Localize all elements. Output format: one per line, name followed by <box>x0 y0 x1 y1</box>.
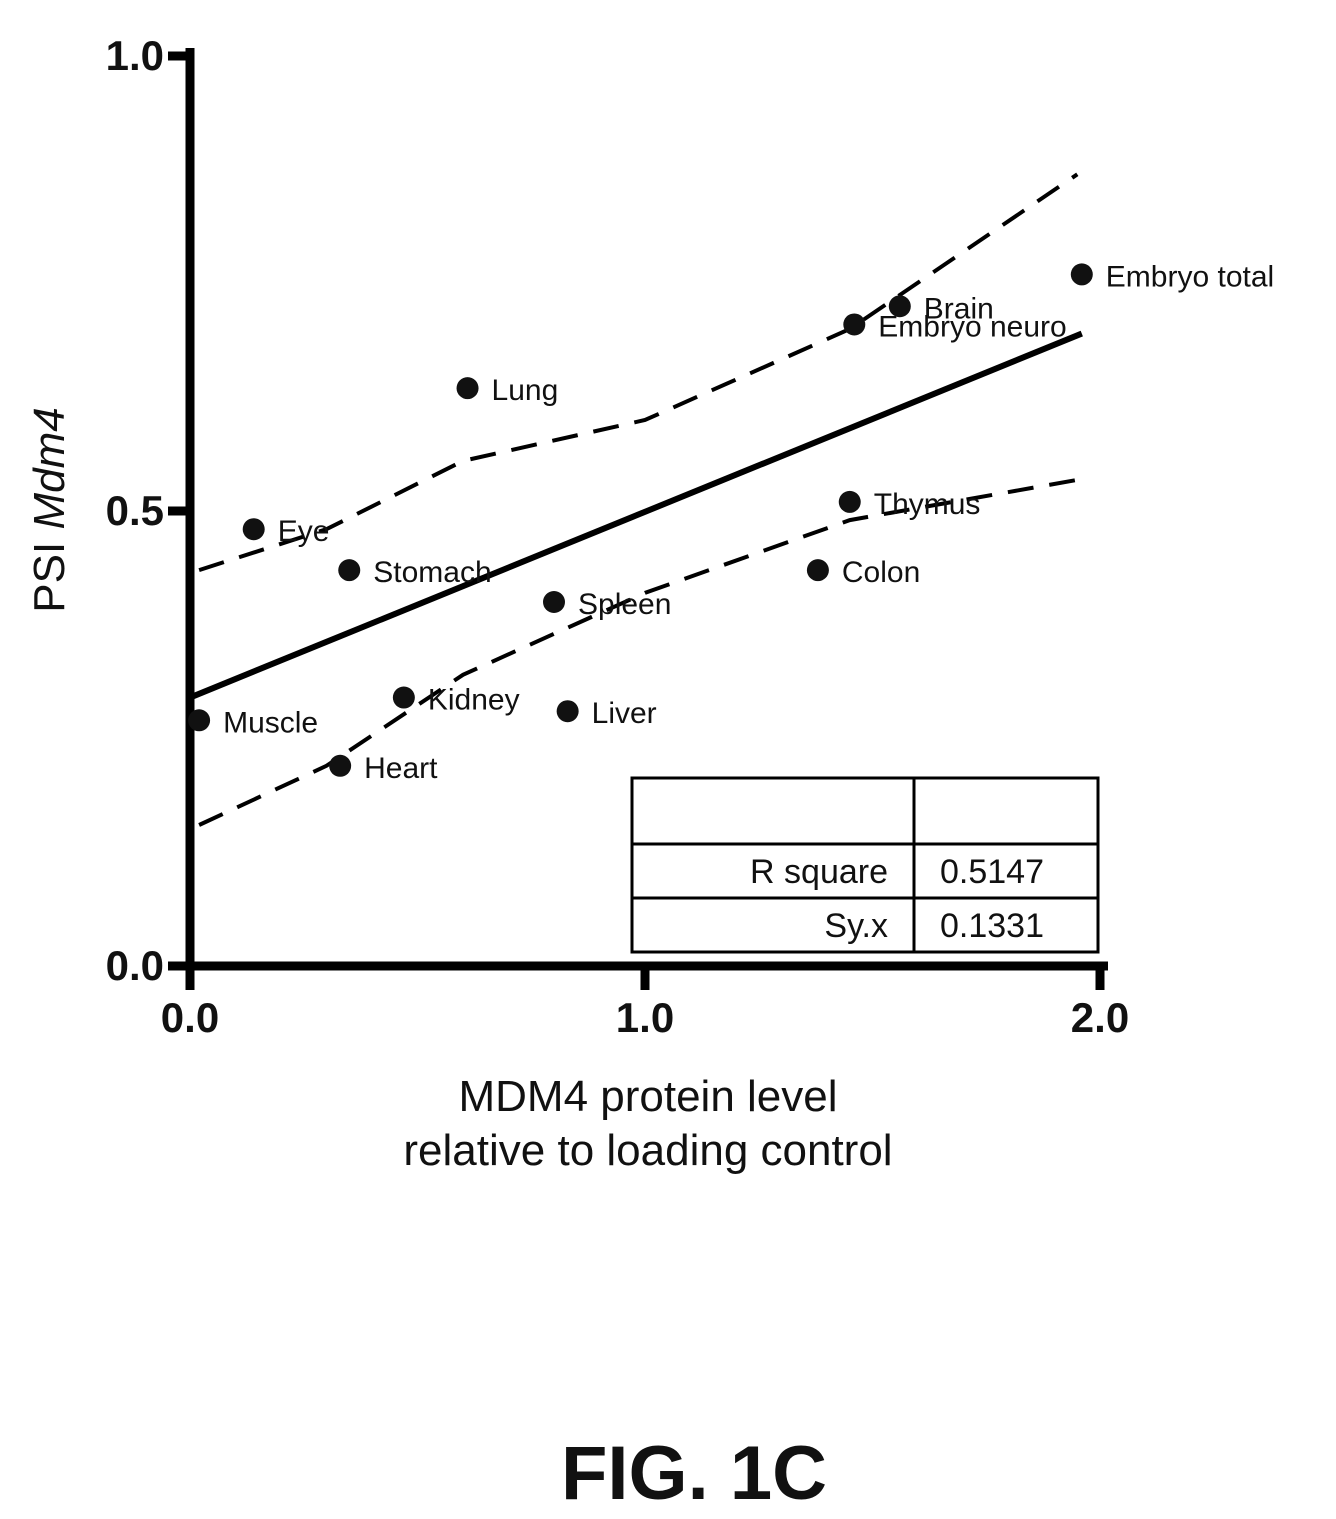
regression-line <box>188 330 1083 701</box>
point-label: Eye <box>278 515 330 548</box>
data-point <box>806 559 829 582</box>
x-axis-label: MDM4 protein level relative to loading c… <box>403 1070 892 1178</box>
stats-name: Sy.x <box>824 907 888 945</box>
point-label: Lung <box>492 374 559 407</box>
stats-name: R square <box>750 853 888 891</box>
point-label: Stomach <box>373 556 491 589</box>
point-label: Embryo neuro <box>878 310 1066 343</box>
data-point <box>543 591 565 613</box>
stats-value: 0.1331 <box>940 907 1044 945</box>
data-point <box>556 700 579 723</box>
x-tick-label: 2.0 <box>1071 994 1129 1041</box>
confidence-band-upper <box>198 172 1079 573</box>
y-tick-label: 1.0 <box>106 32 164 79</box>
point-label: Heart <box>364 752 438 785</box>
data-point <box>242 518 265 541</box>
point-label: Thymus <box>874 488 981 521</box>
data-point <box>1070 263 1093 286</box>
stats-value: 0.5147 <box>940 853 1044 891</box>
data-point <box>843 313 866 336</box>
point-label: Brain <box>924 292 994 325</box>
x-tick-label: 0.0 <box>161 994 219 1041</box>
point-label: Spleen <box>578 588 671 621</box>
point-label: Colon <box>842 556 920 589</box>
data-point <box>838 490 861 513</box>
x-axis-label-line1: MDM4 protein level <box>458 1072 838 1121</box>
stats-table <box>630 776 1100 954</box>
y-tick-label: 0.0 <box>106 942 164 989</box>
data-point <box>338 559 361 582</box>
confidence-band-lower <box>198 477 1083 827</box>
data-point <box>392 686 415 709</box>
y-tick-label: 0.5 <box>106 487 164 534</box>
data-point <box>456 377 479 400</box>
data-point <box>888 295 911 318</box>
figure-label: FIG. 1C <box>560 1431 828 1516</box>
data-point <box>329 754 352 777</box>
point-label: Embryo total <box>1106 260 1274 293</box>
point-label: Muscle <box>223 706 318 739</box>
data-point <box>188 709 211 732</box>
y-axis-label: PSI Mdm4 <box>25 407 74 613</box>
x-tick-label: 1.0 <box>616 994 674 1041</box>
point-label: Liver <box>592 697 657 730</box>
point-label: Kidney <box>428 684 520 717</box>
x-axis-label-line2: relative to loading control <box>403 1126 893 1175</box>
